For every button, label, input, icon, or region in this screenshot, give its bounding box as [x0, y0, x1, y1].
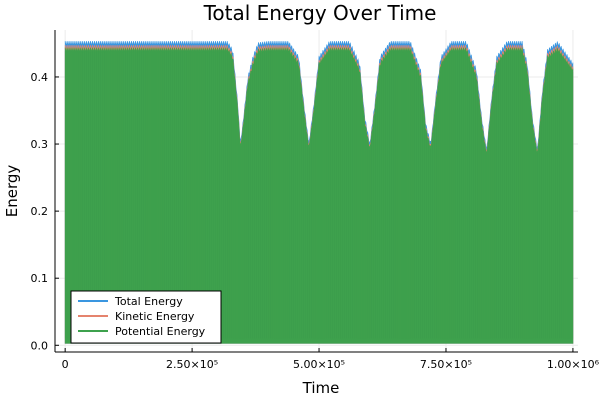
- chart-title: Total Energy Over Time: [203, 1, 437, 25]
- legend-label: Potential Energy: [115, 325, 206, 338]
- x-axis-ticks: 0 2.50×10⁵ 5.00×10⁵ 7.50×10⁵ 1.00×10⁶: [62, 348, 600, 371]
- x-tick-label: 7.50×10⁵: [420, 358, 472, 371]
- x-tick-label: 2.50×10⁵: [166, 358, 218, 371]
- legend-label: Kinetic Energy: [115, 310, 195, 323]
- x-axis-title: Time: [302, 379, 340, 397]
- y-tick-label: 0.0: [31, 339, 49, 352]
- y-tick-label: 0.3: [31, 138, 49, 151]
- y-tick-label: 0.4: [31, 71, 49, 84]
- x-tick-label: 1.00×10⁶: [547, 358, 600, 371]
- x-tick-label: 5.00×10⁵: [293, 358, 345, 371]
- y-tick-label: 0.1: [31, 272, 49, 285]
- x-tick-label: 0: [62, 358, 69, 371]
- plot-area: [64, 41, 574, 344]
- y-tick-label: 0.2: [31, 205, 49, 218]
- legend-label: Total Energy: [114, 295, 183, 308]
- legend: Total Energy Kinetic Energy Potential Ener…: [70, 290, 222, 344]
- y-axis-title: Energy: [3, 165, 21, 218]
- series-potential-energy: [64, 47, 574, 344]
- y-axis-ticks: 0.0 0.1 0.2 0.3 0.4: [31, 71, 59, 352]
